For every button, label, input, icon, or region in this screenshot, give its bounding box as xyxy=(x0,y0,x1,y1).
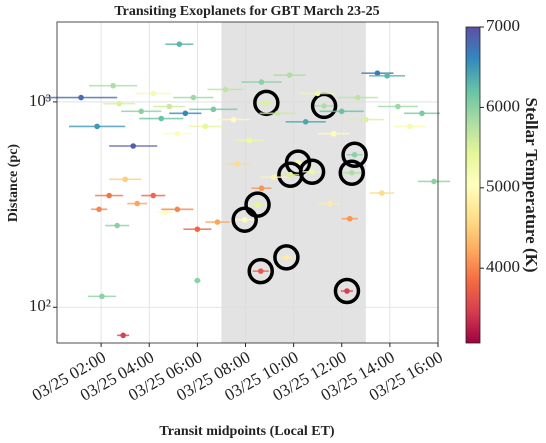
point xyxy=(330,130,337,137)
point xyxy=(351,151,358,158)
highlight-ring xyxy=(253,89,280,117)
point xyxy=(258,79,265,85)
point xyxy=(379,190,385,196)
highlight-ring xyxy=(244,191,271,218)
colorbar-tick-label: 7000 xyxy=(486,16,520,35)
point xyxy=(106,192,112,199)
colorbar-tick-label: 5000 xyxy=(486,177,520,196)
point xyxy=(326,200,333,207)
point xyxy=(431,178,437,185)
point xyxy=(94,123,100,130)
point xyxy=(130,143,136,149)
colorbar-tick-label: 6000 xyxy=(486,96,520,115)
point xyxy=(116,100,122,107)
point xyxy=(254,201,261,208)
highlight-ring xyxy=(273,244,300,271)
point xyxy=(263,100,270,106)
point xyxy=(384,73,390,79)
point xyxy=(176,41,183,48)
highlight-ring xyxy=(341,141,368,169)
point xyxy=(286,72,293,78)
point xyxy=(241,216,248,223)
point xyxy=(321,103,327,109)
point xyxy=(120,332,126,339)
point xyxy=(194,277,201,284)
colorbar-label: Stellar Temperature (K) xyxy=(522,97,541,272)
point xyxy=(202,123,209,130)
y-tick-label: 10² xyxy=(29,296,51,315)
point xyxy=(99,293,105,300)
point xyxy=(363,116,369,123)
point xyxy=(344,288,350,294)
point xyxy=(78,94,84,101)
point xyxy=(210,106,217,113)
point xyxy=(270,174,277,180)
point xyxy=(258,185,265,192)
point xyxy=(182,110,189,117)
point xyxy=(338,108,345,115)
colorbar-tick-label: 4000 xyxy=(486,257,520,276)
point xyxy=(374,70,381,76)
point xyxy=(346,215,353,222)
y-axis-label: Distance (pc) xyxy=(6,144,21,222)
point xyxy=(395,103,401,110)
colorbar xyxy=(465,26,481,344)
point xyxy=(166,103,173,110)
point xyxy=(309,168,315,175)
highlight-ring xyxy=(231,206,258,233)
highlight-ring xyxy=(338,159,366,186)
point xyxy=(194,226,201,233)
point xyxy=(302,119,309,125)
highlight-ring xyxy=(247,257,274,285)
plot-frame xyxy=(56,21,439,344)
point xyxy=(348,169,355,176)
point xyxy=(234,160,241,167)
point xyxy=(174,130,181,137)
highlight-ring xyxy=(310,92,338,120)
point xyxy=(150,192,157,199)
point xyxy=(122,176,128,183)
point xyxy=(314,90,321,97)
point xyxy=(283,254,290,261)
point xyxy=(407,123,413,130)
point xyxy=(419,110,425,117)
point xyxy=(114,222,120,229)
point xyxy=(158,115,165,122)
point xyxy=(190,94,197,101)
point xyxy=(222,86,229,93)
point xyxy=(162,209,169,216)
point xyxy=(134,200,141,207)
highlight-ring xyxy=(298,158,326,186)
point xyxy=(214,219,221,225)
chart-title: Transiting Exoplanets for GBT March 23-2… xyxy=(114,4,379,19)
point xyxy=(150,90,157,97)
point xyxy=(246,137,253,144)
point xyxy=(257,268,264,274)
highlight-ring xyxy=(333,277,361,305)
point xyxy=(274,110,281,117)
point xyxy=(287,171,294,178)
point xyxy=(138,108,145,115)
point xyxy=(96,206,102,213)
point xyxy=(230,116,237,123)
y-tick-label: 10³ xyxy=(29,91,51,110)
point xyxy=(110,82,116,89)
x-axis-label: Transit midpoints (Local ET) xyxy=(159,424,334,439)
point xyxy=(354,94,361,101)
point xyxy=(174,206,181,213)
